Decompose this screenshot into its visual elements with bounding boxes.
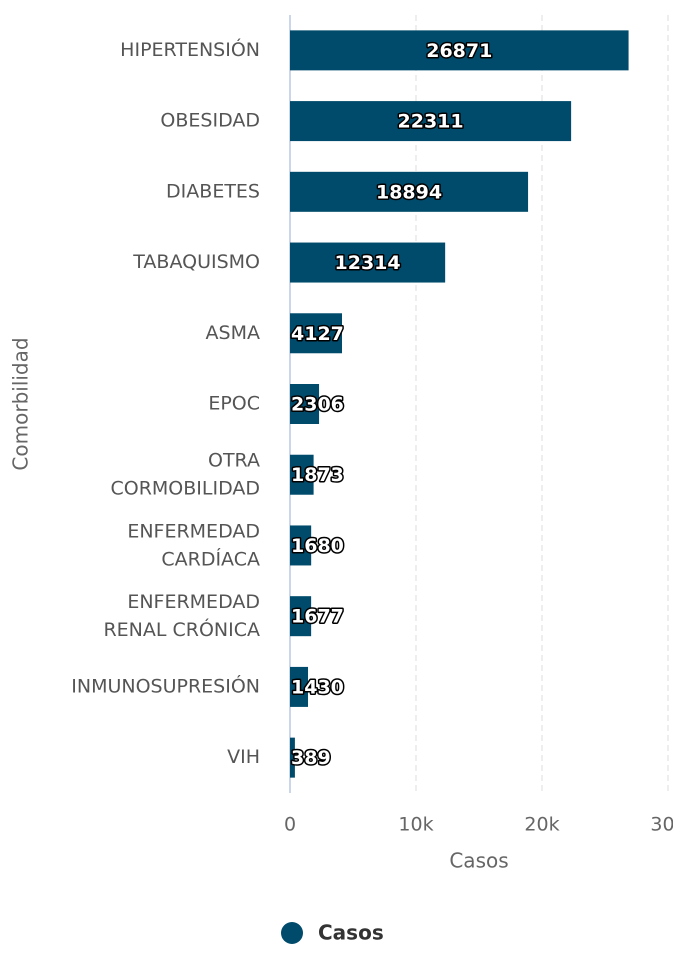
bar [290,525,312,566]
bar [290,596,312,637]
data-label: 26871 [426,40,492,62]
bar [290,313,343,354]
y-tick-label: ENFERMEDAD CARDÍACA [127,520,260,570]
data-label: 12314 [335,252,401,274]
data-label: 389 [291,747,331,769]
bar [290,171,529,212]
x-tick-label: 20k [524,814,559,836]
x-tick-label: 0 [284,814,296,836]
data-label: 4127 [291,323,344,345]
x-axis-title: Casos [449,849,508,873]
legend[interactable]: Casos [281,921,384,945]
bar [290,737,295,778]
y-tick-label: EPOC [208,393,260,415]
y-tick-label: VIH [227,746,260,768]
x-tick-label: 30k [650,814,673,836]
y-tick-label: OTRA CORMOBILIDAD [110,449,260,499]
bar [290,666,309,707]
bar [290,384,320,424]
data-label: 2306 [291,394,344,416]
data-label: 1430 [291,676,344,698]
data-label: 1677 [291,606,344,628]
y-axis-title: Comorbilidad [9,337,33,470]
legend-label[interactable]: Casos [318,921,384,945]
y-tick-label: INMUNOSUPRESIÓN [71,673,260,697]
y-tick-label: DIABETES [166,180,260,202]
x-tick-label: 10k [398,814,433,836]
data-label: 22311 [398,111,464,133]
y-tick-label: TABAQUISMO [132,251,260,273]
bar [290,30,629,71]
bar [290,242,446,283]
y-tick-label: OBESIDAD [160,110,260,132]
data-label: 1680 [291,535,344,557]
legend-symbol [281,922,303,944]
y-tick-label: HIPERTENSIÓN [120,37,260,61]
data-label: 18894 [376,181,442,203]
y-tick-label: ASMA [206,322,260,344]
y-tick-label: ENFERMEDAD RENAL CRÓNICA [103,591,260,641]
bar [290,101,572,142]
data-label: 1873 [291,464,344,486]
bar [290,454,314,495]
